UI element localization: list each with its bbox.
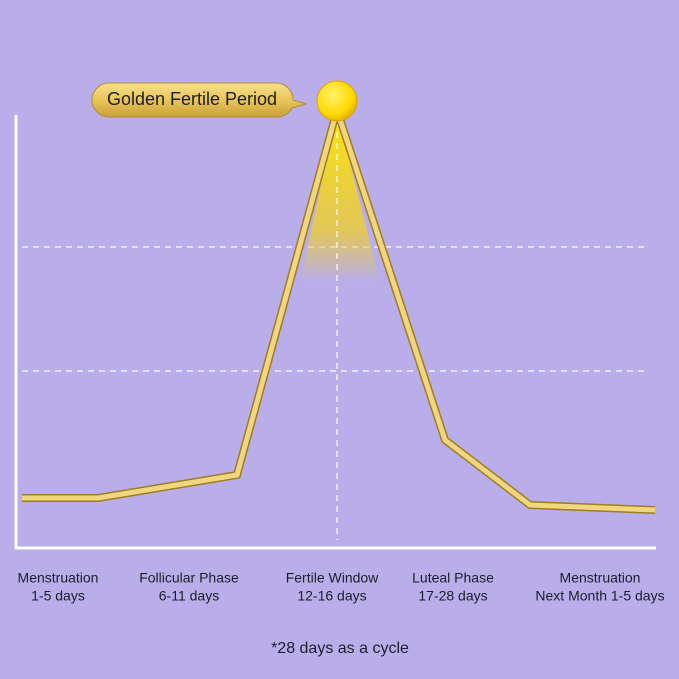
phase-name: Luteal Phase xyxy=(412,570,494,586)
footnote: *28 days as a cycle xyxy=(271,640,409,657)
phase-name: Fertile Window xyxy=(286,570,379,586)
phase-days: 6-11 days xyxy=(159,588,219,604)
peak-marker xyxy=(316,80,358,122)
phase-days: 1-5 days xyxy=(31,588,85,604)
phase-days: Next Month 1-5 days xyxy=(535,588,664,604)
phase-days: 17-28 days xyxy=(418,588,487,604)
phase-labels: Menstruation 1-5 days Follicular Phase 6… xyxy=(18,570,665,604)
callout-label: Golden Fertile Period xyxy=(107,89,277,109)
callout-bubble xyxy=(91,82,308,118)
phase-days: 12-16 days xyxy=(297,588,366,604)
phase-name: Menstruation xyxy=(18,570,99,586)
fertile-glow xyxy=(300,112,380,282)
phase-name: Menstruation xyxy=(560,570,641,586)
phase-name: Follicular Phase xyxy=(139,570,239,586)
